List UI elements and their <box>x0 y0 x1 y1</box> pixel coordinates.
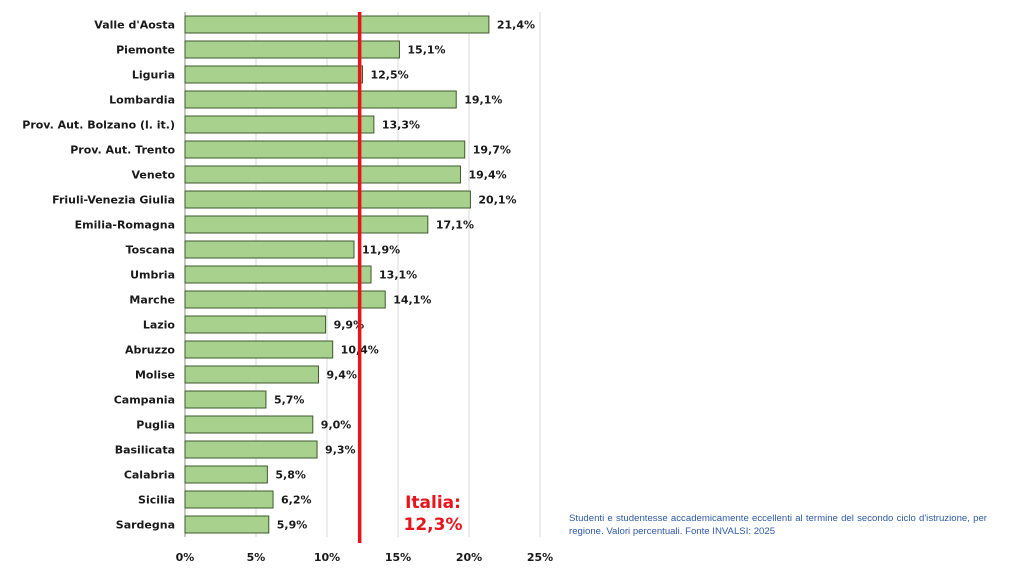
category-label: Calabria <box>124 469 175 482</box>
bar <box>184 90 457 109</box>
bar <box>184 515 270 534</box>
bar <box>184 215 429 234</box>
x-tick-label: 15% <box>385 551 411 564</box>
category-label: Lazio <box>143 319 176 332</box>
x-tick-label: 25% <box>527 551 553 564</box>
value-label: 19,7% <box>473 144 511 157</box>
bar <box>184 265 372 284</box>
x-tick-label: 5% <box>247 551 266 564</box>
value-label: 20,1% <box>478 194 516 207</box>
x-tick-label: 0% <box>176 551 195 564</box>
category-label: Friuli-Venezia Giulia <box>52 194 175 207</box>
value-label: 5,7% <box>274 394 305 407</box>
category-label: Veneto <box>132 169 176 182</box>
category-labels-group: Valle d'Aosta Piemonte Liguria Lombardia Pro… <box>22 19 175 532</box>
bar <box>184 65 363 84</box>
value-label: 15,1% <box>407 44 445 57</box>
chart-caption: Studenti e studentesse accademicamente e… <box>569 513 987 537</box>
x-tick-label: 20% <box>456 551 482 564</box>
category-label: Lombardia <box>109 94 175 107</box>
category-label: Toscana <box>126 244 175 257</box>
value-label: 9,3% <box>325 444 356 457</box>
value-label: 13,3% <box>382 119 420 132</box>
bars-group <box>184 15 490 534</box>
category-label: Sicilia <box>138 494 175 507</box>
value-label: 13,1% <box>379 269 417 282</box>
category-label: Prov. Aut. Trento <box>70 144 175 157</box>
value-labels-group: 21,4% 15,1% 12,5% 19,1% 13,3% 19,7% 19,4% 20,1%… <box>274 19 535 532</box>
bar <box>184 490 274 509</box>
bar <box>184 115 375 134</box>
bar <box>184 415 314 434</box>
bar <box>184 290 386 309</box>
category-label: Molise <box>135 369 175 382</box>
x-tick-labels-group: 0% 5% 10% 15% 20% 25% <box>176 551 554 564</box>
bar <box>184 440 318 459</box>
category-label: Emilia-Romagna <box>75 219 175 232</box>
value-label: 21,4% <box>497 19 535 32</box>
value-label: 14,1% <box>393 294 431 307</box>
value-label: 12,5% <box>371 69 409 82</box>
bar <box>184 165 461 184</box>
category-label: Valle d'Aosta <box>94 19 175 32</box>
bar <box>184 190 471 209</box>
category-label: Marche <box>129 294 175 307</box>
category-label: Piemonte <box>116 44 175 57</box>
category-label: Basilicata <box>115 444 175 457</box>
value-label: 9,9% <box>334 319 365 332</box>
value-label: 11,9% <box>362 244 400 257</box>
category-label: Sardegna <box>116 519 175 532</box>
value-label: 17,1% <box>436 219 474 232</box>
bar <box>184 240 355 259</box>
bar <box>184 15 490 34</box>
value-label: 6,2% <box>281 494 312 507</box>
value-label: 5,9% <box>277 519 308 532</box>
bar <box>184 465 268 484</box>
value-label: 19,1% <box>464 94 502 107</box>
category-label: Prov. Aut. Bolzano (l. it.) <box>22 119 175 132</box>
reference-label-line1: Italia: <box>405 493 461 513</box>
value-label: 19,4% <box>468 169 506 182</box>
reference-label-line2: 12,3% <box>404 515 463 535</box>
bar <box>184 315 327 334</box>
bar <box>184 140 466 159</box>
category-label: Liguria <box>132 69 175 82</box>
category-label: Abruzzo <box>125 344 175 357</box>
category-label: Umbria <box>130 269 175 282</box>
bar <box>184 340 334 359</box>
value-label: 9,4% <box>326 369 357 382</box>
value-label: 5,8% <box>275 469 306 482</box>
bar <box>184 365 319 384</box>
x-tick-label: 10% <box>314 551 340 564</box>
bar <box>184 40 400 59</box>
category-label: Campania <box>114 394 175 407</box>
bar <box>184 390 267 409</box>
value-label: 9,0% <box>321 419 352 432</box>
category-label: Puglia <box>136 419 175 432</box>
